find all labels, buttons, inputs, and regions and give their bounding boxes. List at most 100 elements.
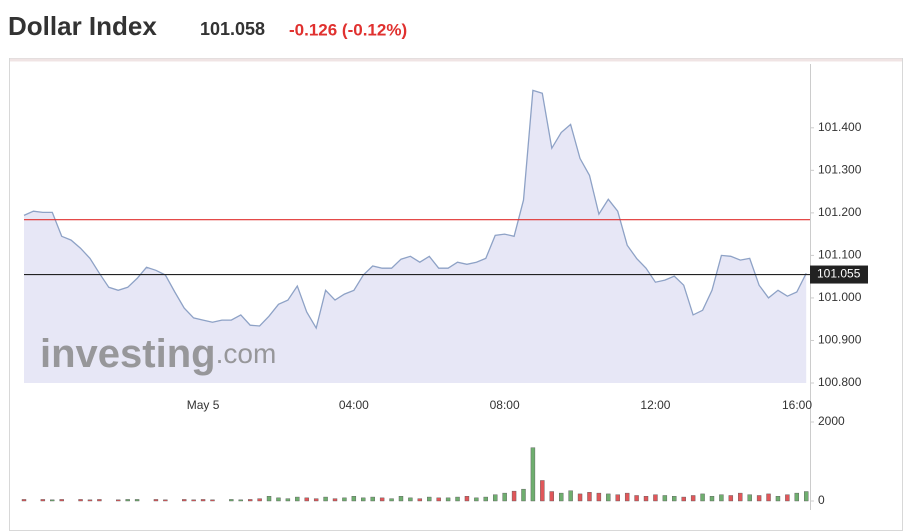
volume-bar: [775, 496, 781, 502]
volume-bar: [40, 499, 46, 502]
volume-bar: [662, 495, 668, 502]
volume-bar: [785, 494, 790, 502]
volume-bar: [464, 496, 470, 502]
x-tick-label: 12:00: [640, 398, 670, 412]
volume-bar: [719, 494, 724, 502]
volume-bar: [408, 497, 413, 502]
volume-bar: [455, 496, 460, 502]
volume-bar: [182, 499, 187, 502]
volume-bar: [247, 499, 253, 502]
area-fill: [24, 90, 807, 384]
volume-bar: [87, 499, 93, 502]
reference-label: 101.055: [817, 267, 861, 281]
volume-bar: [332, 498, 338, 502]
volume-bar: [210, 499, 215, 502]
volume-bar: [361, 497, 366, 502]
volume-bar: [417, 498, 423, 502]
volume-bar: [125, 499, 130, 502]
volume-bar: [59, 499, 64, 502]
volume-bar: [577, 493, 583, 502]
volume-bar: [558, 492, 564, 502]
price-change: -0.126 (-0.12%): [289, 20, 407, 39]
volume-bar: [756, 495, 762, 502]
volume-bar: [21, 499, 27, 502]
volume-bar: [389, 498, 394, 502]
volume-bar: [530, 447, 536, 502]
y-tick-label: 101.200: [818, 205, 862, 219]
volume-bar: [238, 499, 243, 502]
volume-bar: [804, 491, 809, 502]
price: 101.058: [200, 19, 265, 39]
volume-bar: [587, 492, 592, 502]
volume-bar: [653, 494, 658, 502]
watermark-suffix: .com: [216, 338, 277, 369]
volume-bar: [200, 499, 206, 502]
y-tick-label: 100.900: [818, 333, 862, 347]
y-tick-label: 2000: [818, 414, 845, 428]
volume-bar: [436, 497, 441, 502]
y-tick-label: 101.100: [818, 248, 862, 262]
volume-bar: [276, 497, 281, 502]
y-tick-label: 0: [818, 493, 825, 507]
volume-bar: [672, 496, 677, 502]
volume-bar: [728, 495, 734, 502]
volume-bar: [50, 499, 55, 502]
volume-bar: [700, 493, 705, 502]
volume-bar: [285, 498, 291, 502]
volume-bar: [351, 496, 357, 502]
volume-bar: [398, 496, 404, 502]
volume-bar: [624, 492, 630, 502]
volume-bar: [549, 491, 554, 502]
volume-bar: [379, 497, 385, 502]
volume-bar: [511, 490, 517, 502]
volume-bar: [643, 496, 649, 502]
volume-bar: [493, 494, 498, 502]
y-tick-label: 101.300: [818, 163, 862, 177]
volume-bar: [257, 498, 262, 502]
volume-bar: [427, 496, 432, 502]
y-tick-label: 101.000: [818, 290, 862, 304]
volume-bar: [191, 499, 196, 502]
volume-bar: [690, 495, 696, 502]
volume-bar: [78, 499, 83, 502]
volume-bar: [766, 493, 771, 502]
volume-bar: [709, 496, 715, 502]
volume-bar: [568, 490, 573, 502]
watermark: investing.com: [40, 332, 276, 376]
x-tick-label: 08:00: [490, 398, 520, 412]
volume-bar: [747, 494, 752, 502]
volume-bar: [134, 499, 140, 502]
volume-bar: [153, 499, 159, 502]
volume-bar: [370, 496, 375, 502]
x-tick-label: 04:00: [339, 398, 369, 412]
volume-bar: [474, 497, 479, 502]
y-tick-label: 100.800: [818, 375, 862, 389]
volume-bar: [681, 496, 686, 502]
volume-bar: [502, 492, 507, 502]
volume-bar: [445, 497, 451, 502]
volume-bar: [615, 494, 620, 502]
x-tick-label: 16:00: [782, 398, 812, 412]
x-tick-label: May 5: [187, 398, 220, 412]
volume-bar: [229, 499, 234, 502]
volume-bar: [97, 499, 102, 502]
volume-bar: [738, 492, 743, 502]
volume-bar: [596, 492, 602, 502]
volume-bar: [116, 499, 121, 502]
volume-bar: [540, 480, 545, 502]
volume-bar: [313, 498, 319, 502]
price-line: [23, 89, 807, 330]
volume-bar: [163, 499, 168, 502]
volume-bar: [295, 496, 300, 502]
volume-bar: [304, 497, 309, 502]
volume-bar: [342, 497, 347, 502]
y-tick-label: 101.400: [818, 120, 862, 134]
volume-bar: [483, 496, 488, 502]
volume-bar: [323, 496, 328, 502]
chart-title: Dollar Index: [8, 11, 157, 41]
volume-bar: [794, 492, 800, 502]
volume-bar: [634, 495, 639, 502]
volume-bar: [266, 496, 272, 502]
